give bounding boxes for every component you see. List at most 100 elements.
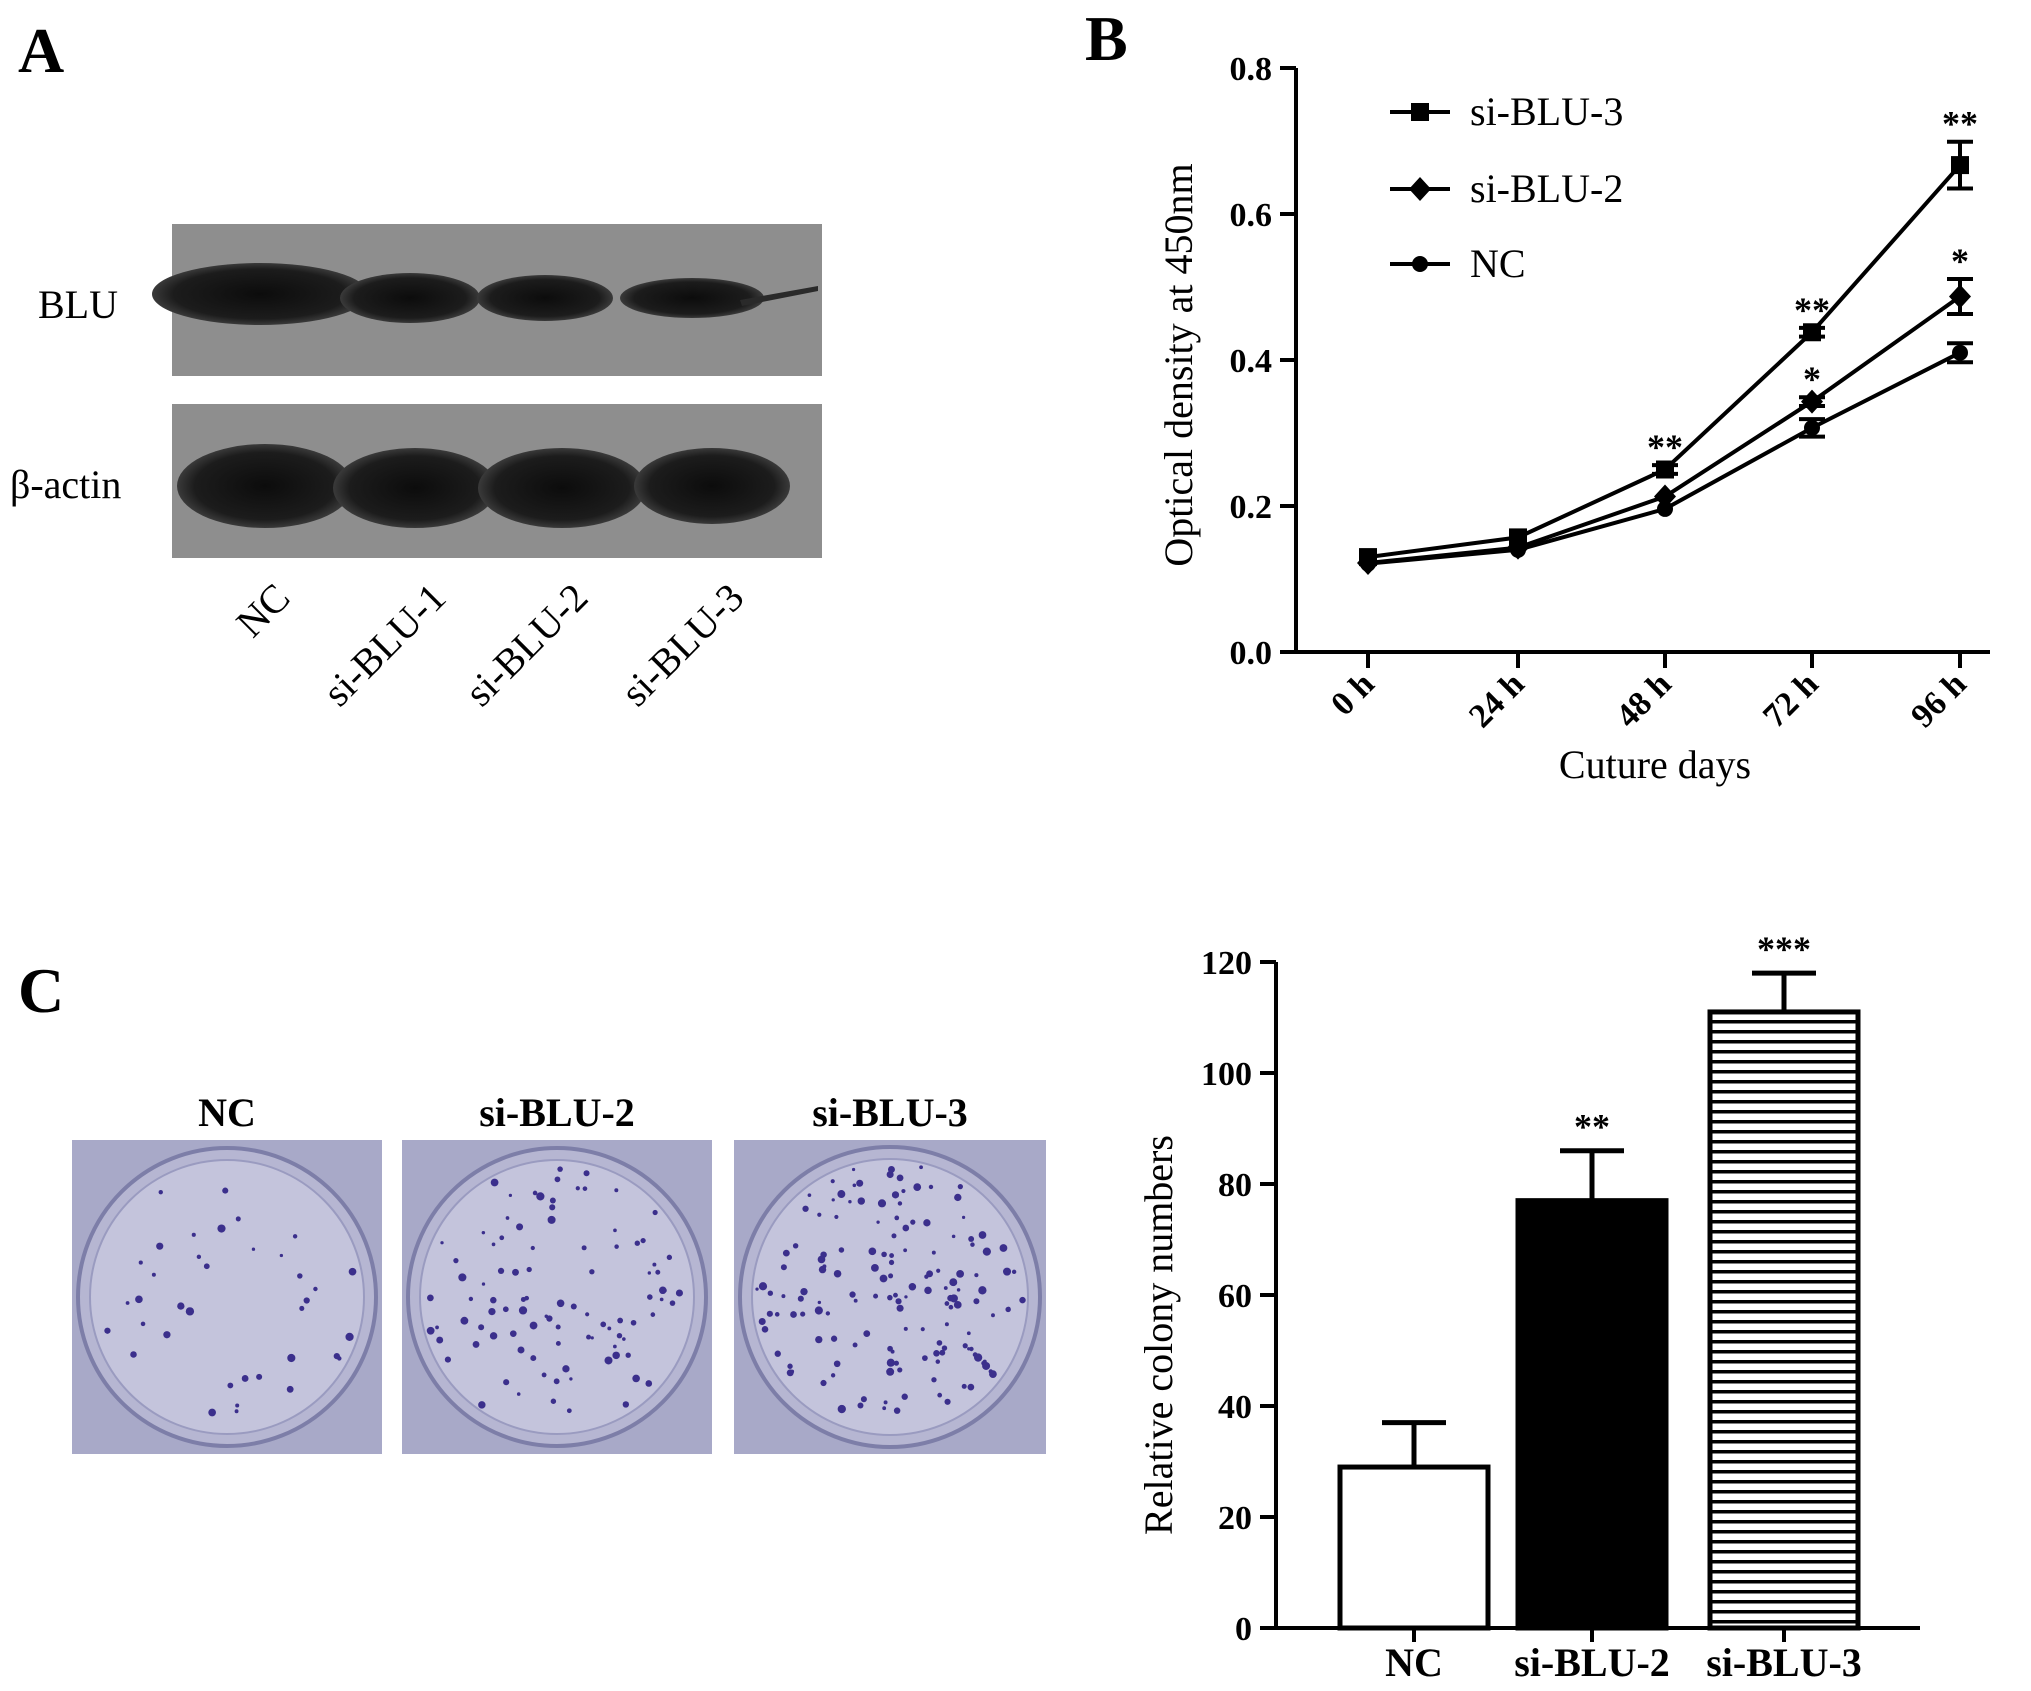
colony: [956, 1269, 965, 1278]
colony: [851, 1167, 856, 1172]
series-si-blu-3: ******: [1359, 104, 1978, 567]
plate-nc: NC: [72, 1090, 382, 1454]
colony: [970, 1242, 975, 1247]
colony: [961, 1215, 966, 1220]
colony: [549, 1197, 556, 1204]
colony: [973, 1298, 980, 1305]
colony: [901, 1188, 906, 1194]
colony: [348, 1267, 357, 1276]
colony: [928, 1184, 934, 1190]
significance-label: **: [1647, 427, 1683, 467]
colony: [893, 1407, 901, 1414]
colony: [894, 1215, 900, 1221]
colony: [585, 1312, 590, 1317]
colony: [891, 1233, 897, 1239]
lane-label-nc: NC: [227, 575, 298, 646]
growth-line-chart: 0.0 0.2 0.4 0.6 0.8 0 h 24 h 48 h 72 h 96 h Cuture…: [1156, 51, 1990, 787]
colony: [222, 1187, 229, 1194]
colony: [896, 1174, 904, 1182]
colony: [837, 1190, 846, 1199]
colony: [616, 1332, 623, 1339]
bar: [1515, 1198, 1669, 1631]
colony: [675, 1289, 683, 1297]
colony: [891, 1191, 900, 1199]
colony: [235, 1216, 241, 1222]
colony: [292, 1234, 298, 1239]
y-tick-label: 0.4: [1230, 343, 1273, 380]
colony: [774, 1350, 781, 1357]
colony: [196, 1254, 202, 1259]
colony: [427, 1294, 434, 1302]
blu-bands: [152, 263, 818, 325]
lane-labels: NC si-BLU-1 si-BLU-2 si-BLU-3: [227, 575, 752, 715]
colony: [227, 1382, 234, 1389]
colony: [669, 1300, 676, 1306]
panel-a: A BLU β-actin NC si-BLU-1 si-BLU-2 si-BL…: [10, 15, 822, 715]
colony: [913, 1183, 922, 1192]
colony: [887, 1165, 895, 1173]
blu-band-si2: [477, 275, 613, 321]
colony: [807, 1193, 812, 1198]
colony: [517, 1346, 525, 1354]
colony: [666, 1254, 673, 1261]
colony: [502, 1306, 509, 1313]
y-axis-title: Relative colony numbers: [1136, 1135, 1181, 1535]
series-nc: [1360, 341, 1973, 572]
colony: [978, 1231, 987, 1239]
colony: [954, 1193, 962, 1202]
colony: [857, 1402, 864, 1409]
colony: [125, 1301, 130, 1305]
data-point: [1952, 344, 1968, 361]
colony: [774, 1312, 780, 1317]
legend-label: si-BLU-3: [1470, 89, 1623, 134]
colony: [767, 1290, 774, 1296]
colony: [662, 1288, 667, 1293]
colony: [853, 1298, 858, 1303]
colony: [234, 1409, 239, 1414]
colony: [491, 1242, 496, 1247]
actin-band-si1: [333, 448, 497, 528]
colony: [436, 1336, 444, 1344]
significance-label: *: [1803, 359, 1821, 399]
colony: [961, 1383, 967, 1389]
colony: [936, 1340, 943, 1346]
colony: [901, 1393, 908, 1400]
colony: [786, 1369, 794, 1377]
colony: [896, 1304, 904, 1312]
colony: [902, 1224, 910, 1232]
plate-inner: [419, 1159, 695, 1435]
lane-label-si3: si-BLU-3: [612, 575, 752, 715]
data-point: [1801, 389, 1823, 414]
colony: [920, 1327, 925, 1332]
plate-label: si-BLU-2: [479, 1090, 635, 1135]
colony: [949, 1294, 958, 1303]
colony: [904, 1295, 908, 1299]
colony: [156, 1242, 164, 1250]
significance-label: **: [1942, 104, 1978, 144]
colony: [583, 1170, 590, 1177]
colony: [833, 1269, 842, 1278]
colony: [831, 1198, 835, 1202]
colony: [556, 1299, 565, 1308]
colony: [926, 1270, 934, 1278]
colony: [852, 1183, 857, 1188]
y-tick-label: 0: [1235, 1611, 1252, 1648]
colony: [582, 1186, 588, 1191]
colony: [177, 1302, 185, 1310]
y-tick-label: 0.8: [1230, 51, 1273, 88]
colony: [481, 1282, 486, 1286]
actin-band-si3: [634, 448, 790, 524]
colony: [581, 1245, 587, 1251]
colony: [944, 1301, 950, 1306]
x-tick-label: si-BLU-2: [1514, 1640, 1670, 1685]
row-label-actin: β-actin: [10, 462, 121, 507]
colony: [888, 1259, 895, 1266]
colony: [782, 1249, 790, 1257]
colony: [919, 1165, 923, 1170]
colony: [949, 1278, 958, 1287]
colony: [849, 1291, 856, 1298]
colony: [512, 1268, 519, 1276]
actin-band-si2: [478, 448, 646, 528]
colony: [967, 1383, 975, 1391]
